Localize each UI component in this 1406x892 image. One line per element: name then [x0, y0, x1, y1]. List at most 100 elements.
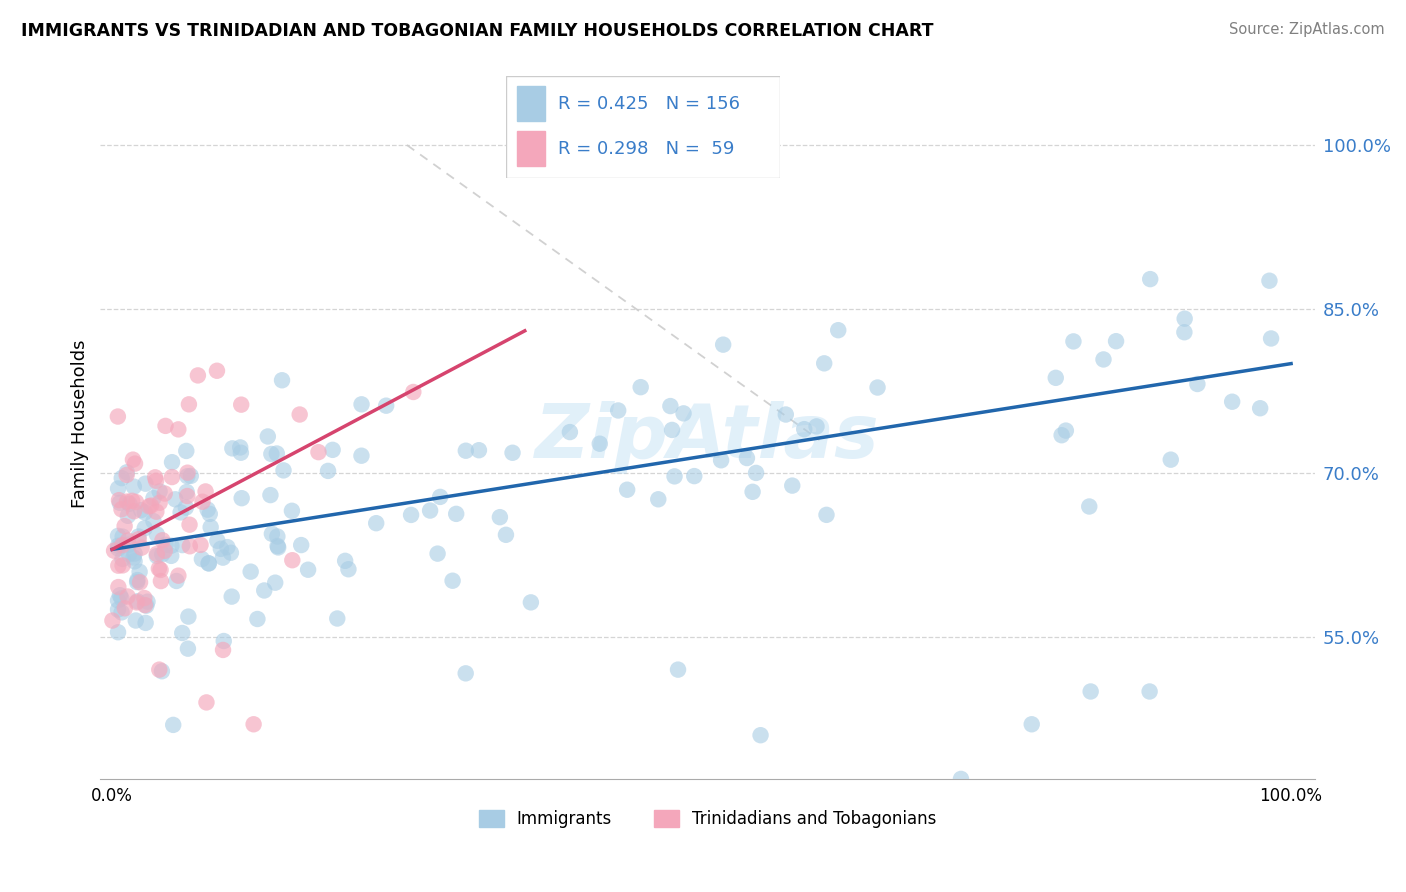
Point: [160, 549, 183, 563]
Point: [117, 508, 139, 523]
Point: [399, 508, 422, 522]
Point: [290, 538, 312, 552]
Point: [117, 533, 139, 548]
Point: [1173, 325, 1195, 339]
Point: [273, 463, 295, 477]
Point: [1174, 311, 1197, 326]
Point: [1054, 424, 1077, 438]
Point: [174, 444, 197, 458]
Point: [146, 527, 169, 541]
Point: [1092, 352, 1115, 367]
Point: [1187, 376, 1209, 391]
FancyBboxPatch shape: [506, 76, 780, 178]
Text: R = 0.298   N =  59: R = 0.298 N = 59: [558, 140, 734, 158]
Point: [128, 565, 150, 579]
Point: [197, 502, 219, 516]
Point: [735, 451, 758, 466]
Point: [165, 574, 187, 588]
Point: [666, 663, 689, 677]
Point: [107, 541, 129, 556]
Point: [775, 408, 797, 422]
Point: [683, 469, 706, 483]
Point: [266, 446, 288, 460]
Point: [815, 508, 838, 522]
Point: [107, 602, 129, 616]
Point: [1080, 684, 1102, 698]
Point: [124, 547, 146, 561]
Point: [1160, 452, 1182, 467]
Point: [110, 591, 132, 606]
Point: [200, 520, 222, 534]
Point: [167, 422, 190, 436]
Point: [316, 464, 339, 478]
Point: [375, 399, 398, 413]
Point: [1062, 334, 1084, 349]
Point: [1045, 371, 1067, 385]
Point: [107, 580, 129, 594]
Point: [143, 470, 166, 484]
Text: R = 0.425   N = 156: R = 0.425 N = 156: [558, 95, 740, 112]
Point: [664, 469, 686, 483]
Point: [749, 728, 772, 742]
Point: [127, 594, 149, 608]
Point: [127, 529, 149, 543]
Point: [124, 457, 146, 471]
Text: ZipAtlas: ZipAtlas: [536, 401, 880, 475]
Y-axis label: Family Households: Family Households: [72, 340, 89, 508]
Point: [169, 505, 191, 519]
Point: [122, 550, 145, 565]
Point: [149, 496, 172, 510]
Point: [118, 547, 141, 561]
Point: [107, 529, 129, 543]
Point: [135, 599, 157, 613]
Point: [107, 539, 129, 553]
Point: [177, 609, 200, 624]
Point: [150, 665, 173, 679]
Point: [129, 503, 152, 517]
Point: [155, 538, 177, 552]
Point: [231, 398, 253, 412]
Point: [307, 445, 329, 459]
Point: [949, 772, 972, 786]
Point: [176, 489, 198, 503]
Point: [107, 625, 129, 640]
Point: [172, 538, 194, 552]
Point: [217, 540, 239, 554]
Point: [495, 528, 517, 542]
Point: [115, 494, 138, 508]
Point: [111, 471, 134, 485]
Point: [429, 490, 451, 504]
Point: [198, 507, 221, 521]
Bar: [517, 87, 544, 121]
Point: [212, 550, 235, 565]
Point: [125, 595, 148, 609]
Point: [179, 539, 201, 553]
Point: [253, 583, 276, 598]
Point: [108, 588, 131, 602]
Point: [111, 538, 134, 552]
Point: [741, 484, 763, 499]
Point: [176, 469, 198, 483]
Point: [153, 486, 176, 500]
Point: [117, 538, 139, 552]
Point: [454, 666, 477, 681]
Point: [145, 474, 167, 488]
Point: [131, 541, 153, 555]
Point: [146, 547, 169, 561]
Point: [122, 452, 145, 467]
Point: [229, 441, 252, 455]
Point: [107, 409, 129, 424]
Point: [176, 466, 198, 480]
Point: [520, 595, 543, 609]
Point: [152, 533, 174, 548]
Point: [172, 626, 194, 640]
Point: [160, 455, 183, 469]
Point: [111, 558, 134, 573]
Point: [162, 718, 184, 732]
Point: [139, 499, 162, 513]
Point: [444, 507, 467, 521]
Point: [187, 368, 209, 383]
Point: [124, 554, 146, 568]
Point: [246, 612, 269, 626]
Point: [281, 504, 304, 518]
